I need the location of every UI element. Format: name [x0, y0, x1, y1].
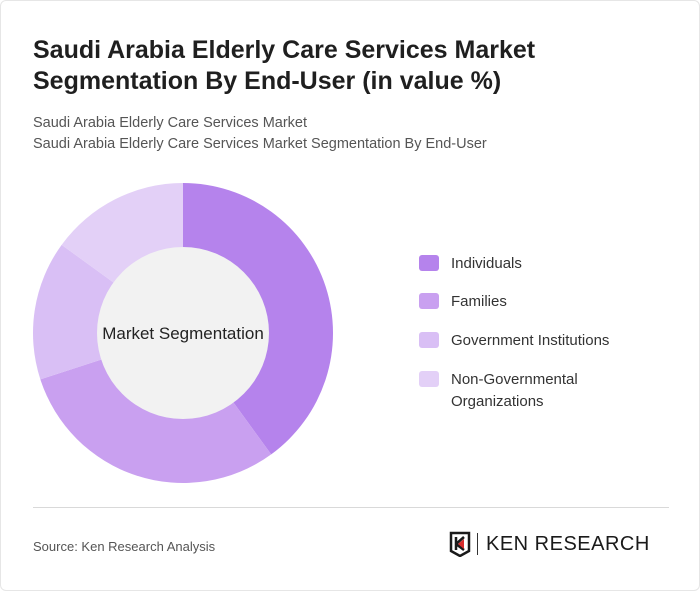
legend-label: Government Institutions	[451, 332, 610, 349]
divider	[33, 507, 669, 508]
ken-research-logo: KEN RESEARCH	[449, 531, 650, 557]
legend-swatch	[419, 371, 439, 387]
legend-label: Families	[451, 293, 507, 310]
source-note: Source: Ken Research Analysis	[33, 539, 216, 554]
chart-subtitle-2: Saudi Arabia Elderly Care Services Marke…	[33, 136, 487, 152]
legend-item-individuals[interactable]: Individuals	[419, 253, 522, 275]
legend-swatch	[419, 293, 439, 309]
legend-item-ngos[interactable]: Non-Governmental Organizations	[419, 369, 611, 413]
chart-subtitle: Saudi Arabia Elderly Care Services Marke…	[33, 115, 308, 131]
chart-title: Saudi Arabia Elderly Care Services Marke…	[33, 36, 536, 95]
legend-swatch	[419, 332, 439, 348]
legend-item-government-institutions[interactable]: Government Institutions	[419, 330, 609, 352]
center-label: Market Segmentation	[102, 324, 264, 343]
donut-chart: Market Segmentation	[33, 183, 333, 483]
legend-swatch	[419, 255, 439, 271]
donut-hole	[97, 247, 269, 419]
logo-text: KEN RESEARCH	[486, 532, 650, 555]
logo-separator	[477, 533, 478, 555]
legend-label: Non-Governmental Organizations	[451, 371, 578, 410]
ken-logo-icon	[449, 531, 471, 557]
legend-label: Individuals	[451, 255, 522, 272]
legend-item-families[interactable]: Families	[419, 291, 507, 313]
